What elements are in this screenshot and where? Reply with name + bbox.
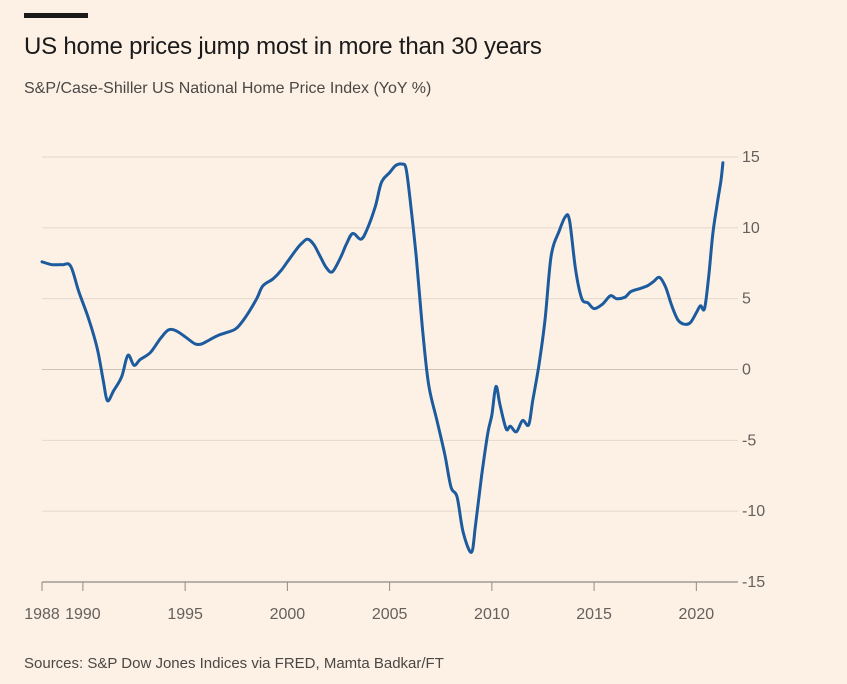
x-tick-label: 2005 [372, 606, 408, 623]
y-tick-label: -5 [742, 432, 756, 449]
x-tick-label: 1995 [167, 606, 203, 623]
y-tick-label: -15 [742, 574, 765, 591]
series-line [40, 161, 725, 554]
y-tick-label: 5 [742, 291, 751, 308]
y-tick-label: -10 [742, 503, 765, 520]
y-axis: 15 10 5 0 -5 -10 -15 [742, 149, 765, 591]
x-tick-label: 1988 [24, 606, 60, 623]
ft-accent-bar [24, 13, 88, 18]
y-tick-label: 15 [742, 149, 760, 166]
chart-title: US home prices jump most in more than 30… [24, 33, 542, 60]
x-tick-label: 2020 [679, 606, 715, 623]
source-note: Sources: S&P Dow Jones Indices via FRED,… [24, 655, 444, 672]
chart-subtitle: S&P/Case-Shiller US National Home Price … [24, 80, 432, 97]
gridlines [42, 156, 738, 583]
y-tick-label: 0 [742, 362, 751, 379]
x-tick-label: 1990 [65, 606, 101, 623]
y-tick-label: 10 [742, 220, 760, 237]
series-group [40, 161, 725, 554]
x-tick-label: 2015 [576, 606, 612, 623]
x-tick-label: 2000 [270, 606, 306, 623]
x-tick-label: 2010 [474, 606, 510, 623]
x-axis: 1988 1990 1995 2000 2005 2010 2015 2020 [24, 582, 714, 623]
